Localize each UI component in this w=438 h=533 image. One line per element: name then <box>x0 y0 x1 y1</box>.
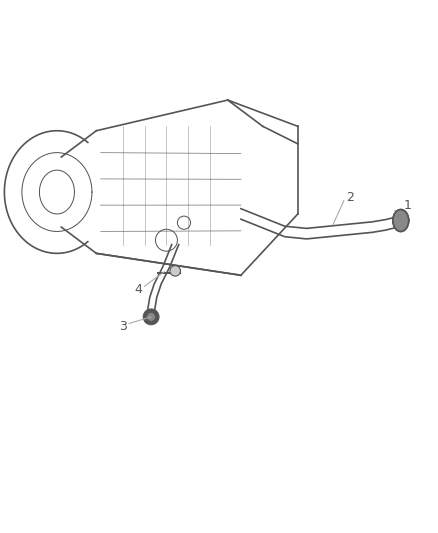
Text: 4: 4 <box>134 283 142 296</box>
Circle shape <box>170 265 180 276</box>
Text: 2: 2 <box>346 191 354 204</box>
Circle shape <box>143 309 159 325</box>
Ellipse shape <box>393 209 409 231</box>
Circle shape <box>147 312 155 321</box>
Text: 1: 1 <box>403 199 411 212</box>
Text: 3: 3 <box>119 320 127 333</box>
